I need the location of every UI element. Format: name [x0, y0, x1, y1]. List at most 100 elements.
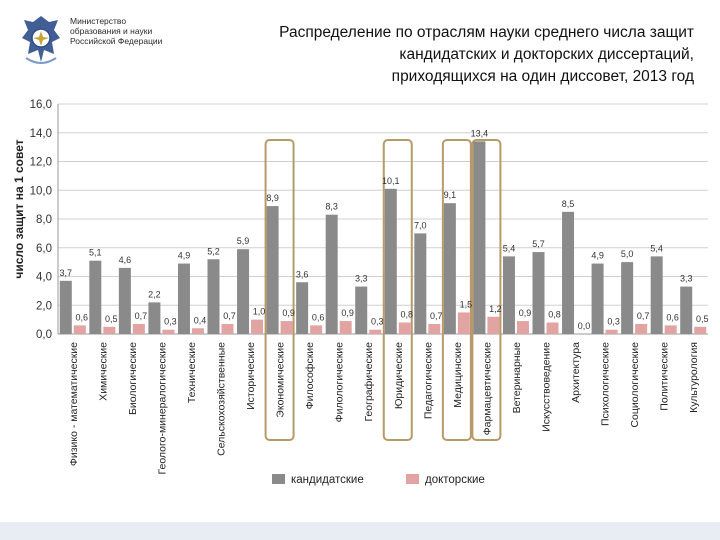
data-label-candidate: 5,4 [650, 243, 663, 253]
bar-doctoral [369, 329, 382, 334]
title-line-3: приходящихся на один диссовет, 2013 год [391, 68, 694, 85]
bar-doctoral [428, 323, 441, 334]
data-label-doctoral: 0,8 [548, 310, 561, 320]
x-tick-label: Психологические [600, 342, 612, 426]
bar-doctoral [487, 316, 500, 334]
bar-candidate [325, 214, 338, 334]
bar-candidate [473, 141, 486, 334]
data-label-doctoral: 0,9 [282, 308, 295, 318]
slide-title: Распределение по отраслям науки среднего… [194, 22, 694, 88]
highlight-box [382, 139, 413, 441]
data-label-doctoral: 0,0 [578, 321, 591, 331]
data-label-candidate: 5,9 [237, 236, 250, 246]
data-label-doctoral: 0,7 [430, 311, 443, 321]
bar-candidate [621, 262, 634, 334]
bar-candidate [296, 282, 309, 334]
bar-candidate [680, 286, 693, 334]
data-label-doctoral: 0,6 [312, 312, 325, 322]
data-label-candidate: 13,4 [471, 128, 489, 138]
x-tick-label: Культурология [688, 342, 700, 413]
bar-doctoral [132, 323, 145, 334]
data-label-candidate: 5,7 [532, 239, 545, 249]
bar-candidate [591, 263, 604, 334]
bar-doctoral [310, 325, 323, 334]
data-label-doctoral: 0,6 [666, 312, 679, 322]
data-label-candidate: 4,9 [178, 251, 191, 261]
data-label-doctoral: 1,5 [460, 299, 473, 309]
x-tick-label: Искусствоведение [541, 342, 553, 432]
x-tick-label: Геолого-минералогические [156, 342, 168, 475]
bar-doctoral [221, 323, 234, 334]
x-tick-label: Политические [659, 342, 671, 411]
y-tick-label: 8,0 [36, 214, 52, 226]
bar-candidate [650, 256, 663, 334]
bar-doctoral [398, 322, 411, 334]
bar-doctoral [191, 328, 204, 334]
bar-doctoral [516, 321, 529, 334]
x-tick-label: Физико - математические [68, 342, 80, 466]
bar-candidate [355, 286, 368, 334]
bar-doctoral [605, 329, 618, 334]
bar-candidate [237, 249, 250, 334]
bar-candidate [443, 203, 456, 334]
bar-candidate [502, 256, 515, 334]
data-label-candidate: 8,3 [325, 202, 338, 212]
ministry-name: Министерство образования и науки Российс… [70, 16, 162, 46]
x-tick-label: Сельскохозяйственные [216, 342, 228, 456]
legend-label-doctoral: докторские [425, 474, 485, 486]
ministry-logo: Министерство образования и науки Российс… [18, 12, 218, 70]
x-tick-label: Исторические [245, 342, 257, 410]
title-line-2: кандидатских и докторских диссертаций, [399, 46, 694, 63]
x-tick-label: Архитектура [570, 342, 582, 403]
data-label-doctoral: 0,8 [401, 310, 414, 320]
data-label-doctoral: 0,7 [135, 311, 148, 321]
x-tick-label: Медицинские [452, 342, 464, 408]
x-tick-label: Биологические [127, 342, 139, 415]
data-label-doctoral: 0,5 [105, 314, 118, 324]
data-label-candidate: 9,1 [444, 190, 457, 200]
data-label-doctoral: 1,0 [253, 307, 266, 317]
x-tick-label: Педагогические [422, 342, 434, 419]
bar-doctoral [664, 325, 677, 334]
data-label-candidate: 5,1 [89, 248, 102, 258]
highlight-box [264, 139, 295, 441]
x-tick-label: Технические [186, 342, 198, 403]
bar-doctoral [635, 323, 648, 334]
data-label-doctoral: 0,6 [76, 312, 89, 322]
data-label-candidate: 8,5 [562, 199, 575, 209]
data-label-doctoral: 0,9 [519, 308, 532, 318]
data-label-doctoral: 0,3 [164, 317, 177, 327]
data-label-candidate: 8,9 [266, 193, 279, 203]
bar-doctoral [73, 325, 86, 334]
bar-candidate [118, 267, 131, 334]
bar-doctoral [162, 329, 175, 334]
x-tick-label: Философские [304, 342, 316, 409]
title-line-1: Распределение по отраслям науки среднего… [279, 24, 694, 41]
bar-candidate [384, 188, 397, 334]
x-tick-label: Филологические [334, 342, 346, 422]
bar-candidate [177, 263, 190, 334]
legend-label-candidate: кандидатские [291, 474, 364, 486]
data-label-candidate: 5,4 [503, 243, 516, 253]
x-tick-label: Ветеринарные [511, 342, 523, 414]
data-label-candidate: 2,2 [148, 289, 161, 299]
bar-doctoral [457, 312, 470, 334]
data-label-doctoral: 0,7 [637, 311, 650, 321]
x-tick-label: Химические [97, 342, 109, 401]
bar-candidate [59, 280, 72, 334]
bar-candidate [148, 302, 161, 334]
bar-doctoral [280, 321, 293, 334]
y-tick-label: 6,0 [36, 243, 52, 255]
footer-strip [0, 522, 720, 540]
data-label-candidate: 4,9 [591, 251, 604, 261]
bar-candidate [532, 252, 545, 334]
ministry-line-2: образования и науки [70, 26, 153, 36]
bar-doctoral [103, 326, 116, 334]
y-tick-label: 10,0 [30, 185, 52, 197]
data-label-doctoral: 0,3 [607, 317, 620, 327]
highlight-box [471, 139, 502, 441]
data-label-doctoral: 0,9 [341, 308, 354, 318]
data-label-doctoral: 1,2 [489, 304, 502, 314]
x-tick-label: Географические [363, 342, 375, 422]
